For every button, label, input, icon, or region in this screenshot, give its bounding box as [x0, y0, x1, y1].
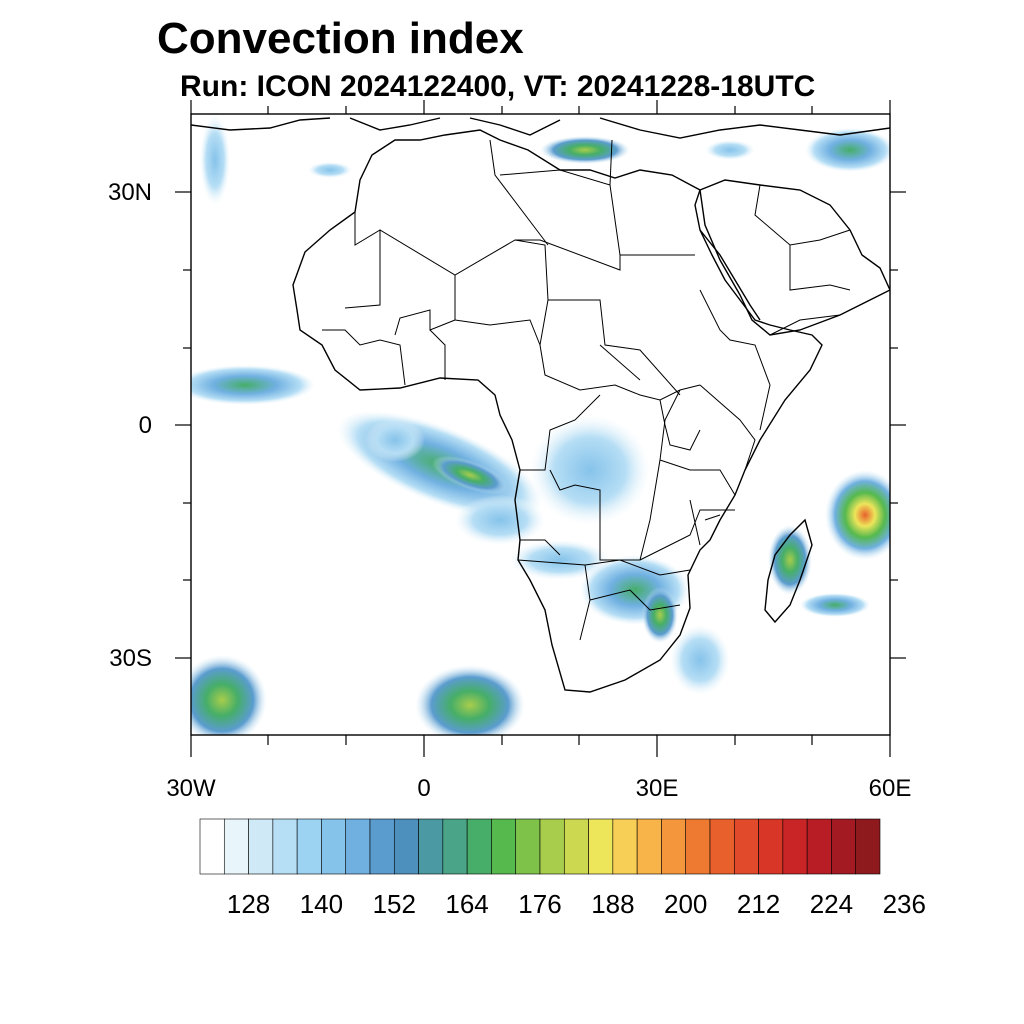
colorbar-label: 140: [299, 889, 344, 919]
lat-label-30s: 30S: [109, 645, 152, 672]
field-sw-atlantic: [191, 655, 267, 735]
red-sea-coast: [699, 229, 761, 321]
chart-subtitle: Run: ICON 2024122400, VT: 20241228-18UTC: [180, 70, 816, 103]
lon-label-30w: 30W: [166, 775, 216, 802]
field-gulf-south: [455, 495, 545, 545]
field-atlantic-central: [365, 418, 425, 462]
border-arabia: [754, 184, 851, 336]
colorbar-label: 176: [518, 889, 562, 919]
field-mozambique: [642, 587, 678, 643]
colorbar-label: 236: [882, 889, 926, 919]
lon-label-0: 0: [417, 775, 431, 802]
field-atlantic-west: [191, 365, 315, 405]
colorbar-label: 164: [445, 889, 489, 919]
coastlines: [191, 117, 890, 693]
country-borders: [322, 139, 851, 641]
field-mediterranean: [540, 136, 630, 164]
colorbar-label: 152: [372, 889, 416, 919]
africa-coastline: [292, 129, 823, 693]
field-angola: [510, 540, 610, 580]
map-frame: [190, 113, 891, 736]
field-middle-east: [805, 128, 890, 172]
border-lakes: [659, 399, 721, 546]
border-congo: [520, 394, 661, 561]
colorbar-label: 128: [226, 889, 271, 919]
border-sahara: [344, 212, 695, 336]
lat-label-30n: 30N: [107, 179, 152, 206]
lat-label-0: 0: [138, 412, 152, 439]
border-north: [489, 139, 621, 256]
field-south-atlantic: [415, 665, 525, 735]
field-morocco: [308, 162, 352, 178]
colorbar-label: 188: [591, 889, 635, 919]
border-south: [517, 509, 735, 641]
colorbar-label: 212: [736, 889, 781, 919]
field-indian-ocean-storm: [825, 470, 890, 560]
madagascar-coastline: [764, 518, 813, 624]
border-central: [539, 299, 701, 401]
field-indian-ocean-band: [800, 593, 870, 617]
border-east: [659, 289, 771, 496]
lon-label-60e: 60E: [868, 775, 912, 802]
chart-title: Convection index: [157, 14, 524, 63]
field-gulf-core: [432, 456, 508, 494]
convection-fields: [191, 115, 890, 735]
border-west-africa: [322, 299, 549, 386]
field-congo: [530, 415, 650, 525]
colorbar-label: 200: [663, 889, 708, 919]
lon-label-30e: 30E: [635, 775, 679, 802]
colorbar-label: 224: [809, 889, 854, 919]
europe-coastline: [191, 117, 890, 139]
field-se-coast: [670, 625, 730, 695]
axis-ticks: [175, 100, 906, 757]
field-levant: [705, 140, 755, 160]
arabia-coastline: [699, 179, 890, 336]
field-nw-atlantic: [200, 115, 230, 205]
